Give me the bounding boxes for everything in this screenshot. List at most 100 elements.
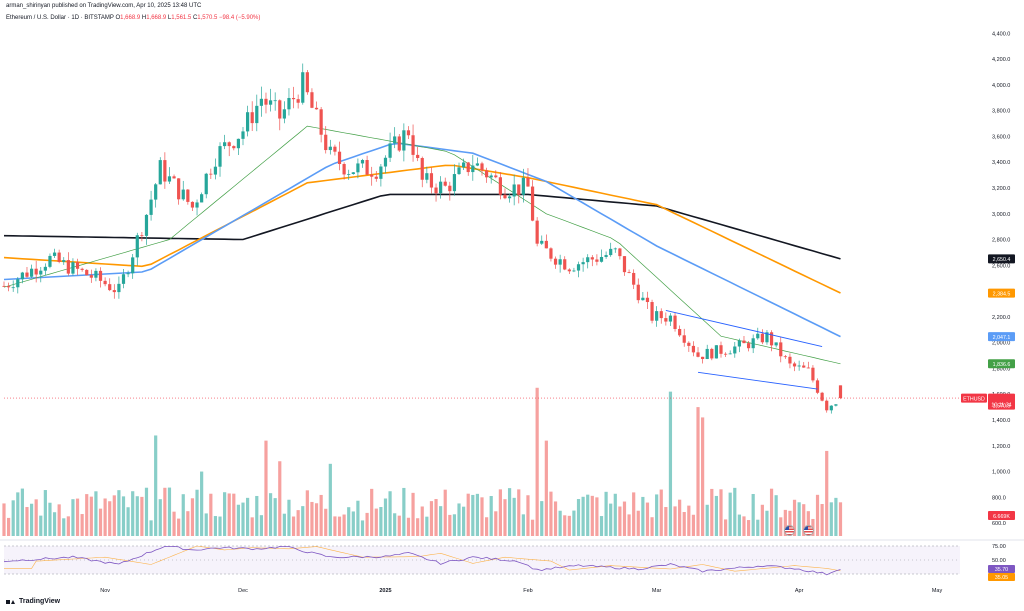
candle-body	[190, 201, 195, 208]
volume-bar	[471, 494, 475, 536]
candle-body	[779, 342, 783, 357]
candle-body	[177, 178, 181, 200]
ma100-price-label: 2,384.5	[993, 291, 1011, 297]
candle-body	[664, 318, 668, 322]
volume-bar	[452, 514, 457, 536]
volume-bar	[186, 511, 190, 536]
candle-body	[590, 257, 594, 260]
volume-bar	[687, 505, 691, 536]
candle-body	[756, 333, 760, 339]
candle-body	[121, 274, 126, 284]
candle-body	[71, 262, 75, 274]
volume-bar	[52, 512, 57, 536]
candle-body	[158, 160, 162, 185]
volume-bar	[664, 507, 668, 536]
candle-body	[563, 259, 567, 270]
candle-body	[769, 332, 774, 346]
volume-bar	[89, 496, 93, 536]
time-axis-label: Feb	[523, 588, 532, 594]
candle-body	[89, 275, 93, 278]
candle-body	[278, 100, 282, 119]
volume-bar	[806, 511, 810, 536]
candle-body	[521, 177, 525, 195]
volume-bar	[655, 494, 659, 536]
volume-bar	[351, 511, 355, 536]
volume-bar	[756, 519, 760, 536]
candle-body	[655, 311, 659, 321]
candle-body	[838, 385, 843, 399]
volume-bar	[80, 514, 84, 536]
ohlc-close-value: 1,570.5	[197, 15, 218, 21]
volume-bar	[310, 501, 314, 536]
volume-bar	[167, 487, 172, 536]
volume-bar	[682, 512, 686, 536]
rsi-line	[3, 545, 841, 576]
volume-bar	[39, 515, 43, 536]
candle-body	[595, 259, 599, 262]
ma50-price-label: 2,047.1	[993, 335, 1011, 341]
candle-body	[227, 142, 231, 147]
volume-bar	[613, 493, 617, 536]
candle-body	[16, 279, 20, 288]
candle-body	[425, 173, 429, 180]
volume-bar	[549, 491, 553, 536]
candle-body	[636, 284, 640, 301]
candle-body	[462, 162, 466, 168]
volume-bar	[636, 510, 640, 536]
symbol-title: Ethereum / U.S. Dollar · 1D · BITSTAMP	[6, 15, 114, 21]
volume-bar	[540, 501, 544, 536]
volume-bar	[494, 511, 498, 536]
volume-bar	[66, 516, 70, 536]
candle-body	[673, 315, 677, 329]
candle-body	[291, 97, 296, 100]
volume-bar	[204, 513, 208, 536]
candle-body	[820, 392, 824, 401]
candle-body	[163, 160, 167, 182]
volume-bar	[590, 495, 594, 536]
candle-body	[268, 100, 273, 105]
ohlc-open-label: O	[115, 15, 121, 21]
ma20-price-label: 1,836.6	[993, 362, 1011, 368]
candle-body	[296, 99, 300, 103]
candle-body	[213, 166, 218, 175]
volume-bar	[154, 435, 158, 536]
volume-bar	[406, 517, 411, 536]
candle-body	[572, 270, 576, 272]
candle-body	[103, 280, 107, 285]
candle-body	[553, 258, 558, 265]
candle-body	[751, 338, 755, 349]
candle-body	[301, 72, 305, 103]
volume-bar	[291, 516, 296, 536]
price-tick-label: 2,200.0	[992, 315, 1010, 321]
candle-body	[498, 177, 502, 195]
volume-bar	[11, 500, 15, 536]
price-tick-label: 3,400.0	[992, 160, 1010, 166]
volume-bar	[498, 489, 502, 536]
volume-bar	[71, 499, 75, 536]
candle-body	[98, 270, 103, 281]
volume-bar	[462, 506, 466, 536]
candle-body	[264, 98, 268, 105]
candle-body	[314, 107, 319, 110]
candle-body	[310, 92, 314, 108]
volume-bar	[733, 487, 737, 536]
volume-bar	[6, 517, 11, 536]
candle-body	[696, 352, 700, 357]
ma20-price-label-bg	[988, 359, 1015, 369]
candle-body	[241, 131, 245, 139]
candle-body	[80, 268, 84, 270]
volume-bar	[200, 471, 204, 536]
candle-body	[806, 367, 810, 369]
time-axis-label: May	[932, 588, 943, 594]
volume-bar	[705, 504, 709, 536]
volume-bar	[802, 504, 806, 536]
volume-bar	[420, 506, 424, 536]
volume-bar	[618, 506, 622, 536]
volume-bar	[402, 487, 406, 536]
candle-body	[167, 176, 172, 182]
volume-bar	[622, 501, 627, 536]
volume-bar	[834, 497, 838, 536]
volume-bar	[553, 501, 558, 536]
volume-bar	[149, 520, 153, 536]
